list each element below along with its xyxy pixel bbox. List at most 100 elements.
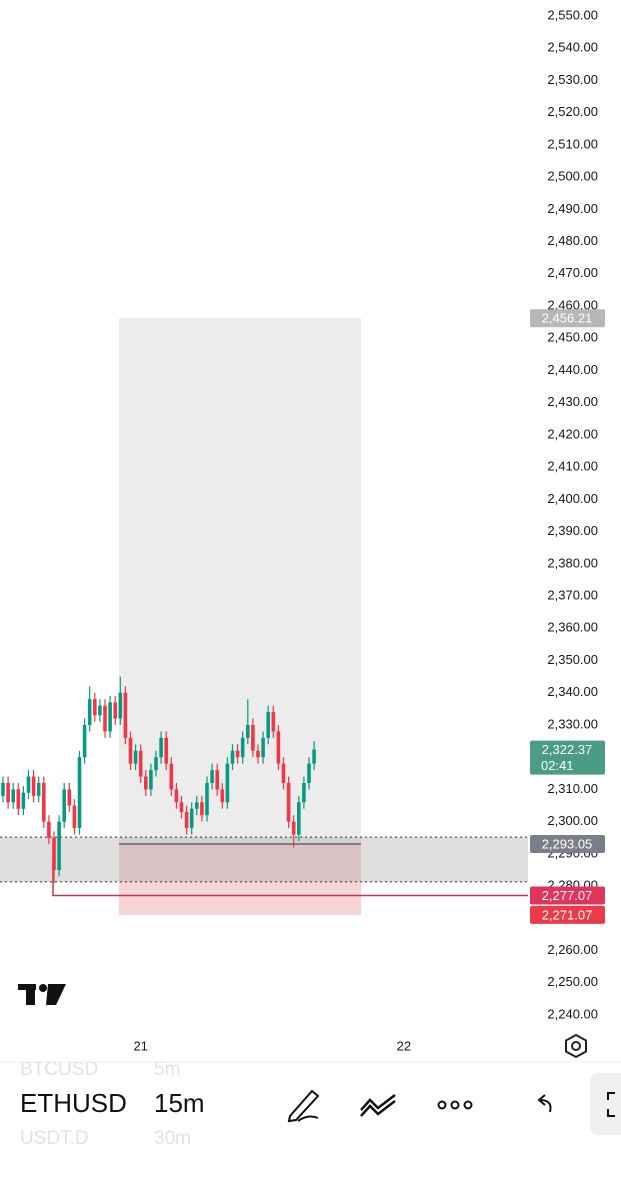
candle-body xyxy=(113,702,117,719)
y-tick-label: 2,260.00 xyxy=(547,942,598,957)
y-tick-label: 2,310.00 xyxy=(547,781,598,796)
candle-body xyxy=(189,808,194,829)
y-tick-label: 2,410.00 xyxy=(547,459,598,474)
candle-body xyxy=(251,724,255,751)
y-tick-label: 2,510.00 xyxy=(547,136,598,151)
price-badge xyxy=(530,740,605,775)
y-tick-label: 2,400.00 xyxy=(547,491,598,506)
candle-body xyxy=(205,782,209,816)
candle-body xyxy=(47,821,51,838)
candle-body xyxy=(77,757,82,829)
candle-body xyxy=(87,699,92,725)
candle-body xyxy=(108,702,112,732)
price-badge xyxy=(530,905,605,924)
x-tick-label: 21 xyxy=(133,1038,147,1053)
candle-body xyxy=(235,750,240,758)
candle-body xyxy=(26,776,31,793)
undo-button[interactable] xyxy=(537,1094,552,1113)
candle-body xyxy=(281,763,286,783)
candle-body xyxy=(184,811,189,829)
candle-body xyxy=(93,699,97,716)
countdown: 02:41 xyxy=(541,758,574,773)
y-tick-label: 2,460.00 xyxy=(547,297,598,312)
interval[interactable]: 15m xyxy=(154,1088,205,1118)
candle-body xyxy=(62,789,66,822)
candle-body xyxy=(128,737,133,764)
candle-body xyxy=(225,763,230,803)
y-tick-label: 2,430.00 xyxy=(547,394,598,409)
y-tick-label: 2,500.00 xyxy=(547,169,598,184)
candle-body xyxy=(21,792,26,809)
y-tick-label: 2,470.00 xyxy=(547,265,598,280)
draw-button[interactable] xyxy=(287,1089,320,1123)
candle-body xyxy=(31,776,36,796)
interval[interactable]: 5m xyxy=(154,1059,180,1080)
y-tick-label: 2,300.00 xyxy=(547,813,598,828)
stop-line xyxy=(52,860,528,897)
candle-body xyxy=(16,789,21,809)
candle-body xyxy=(82,724,87,758)
candle-body xyxy=(307,763,311,783)
candle-body xyxy=(174,789,179,803)
candle-body xyxy=(103,705,107,732)
settings-button[interactable] xyxy=(565,1033,587,1059)
candle-body xyxy=(118,692,123,719)
candle-body xyxy=(286,782,291,822)
y-tick-label: 2,450.00 xyxy=(547,330,598,345)
price-badge xyxy=(530,886,605,905)
candle-body xyxy=(179,802,184,812)
side-icon xyxy=(607,1092,615,1117)
candle-body xyxy=(144,776,148,790)
candle-body xyxy=(210,770,214,783)
line-tools-button[interactable] xyxy=(360,1094,396,1117)
y-tick-label: 2,390.00 xyxy=(547,523,598,538)
symbol[interactable]: ETHUSD xyxy=(20,1088,127,1118)
candle-body xyxy=(159,737,163,758)
candle-body xyxy=(42,782,46,822)
y-tick-label: 2,420.00 xyxy=(547,426,598,441)
more-button[interactable] xyxy=(437,1100,473,1110)
candle-body xyxy=(297,802,301,835)
side-button[interactable] xyxy=(590,1073,621,1135)
candle-body xyxy=(312,749,316,764)
y-tick-label: 2,440.00 xyxy=(547,362,598,377)
candle-body xyxy=(133,750,138,764)
candle-body xyxy=(57,821,61,870)
candle-body xyxy=(261,737,265,758)
price-label: 2,456.21 xyxy=(542,311,593,326)
y-tick-label: 2,250.00 xyxy=(547,974,598,989)
candle-body xyxy=(240,737,245,758)
candle-body xyxy=(230,750,235,764)
candle-body xyxy=(246,724,250,738)
candle-body xyxy=(169,763,174,790)
price-badge xyxy=(530,309,605,328)
symbol[interactable]: BTCUSD xyxy=(20,1059,98,1080)
candle-body xyxy=(271,712,276,732)
y-tick-label: 2,330.00 xyxy=(547,716,598,731)
candle-body xyxy=(52,837,56,870)
y-tick-label: 2,240.00 xyxy=(547,1006,598,1021)
candle-body xyxy=(291,821,296,835)
candle-body xyxy=(164,737,168,764)
candle-body xyxy=(11,789,15,803)
position-stop xyxy=(119,844,361,915)
candle-body xyxy=(123,692,128,738)
y-tick-label: 2,490.00 xyxy=(547,201,598,216)
y-tick-label: 2,340.00 xyxy=(547,684,598,699)
y-tick-label: 2,350.00 xyxy=(547,652,598,667)
candle-body xyxy=(67,789,72,806)
candle-body xyxy=(266,712,270,738)
candle-body xyxy=(302,782,306,803)
y-tick-label: 2,530.00 xyxy=(547,72,598,87)
y-tick-label: 2,380.00 xyxy=(547,555,598,570)
candle-body xyxy=(72,805,77,829)
symbol[interactable]: USDT.D xyxy=(20,1128,89,1149)
y-tick-label: 2,540.00 xyxy=(547,40,598,55)
candle-body xyxy=(149,770,153,790)
y-tick-label: 2,520.00 xyxy=(547,104,598,119)
price-label: 2,293.05 xyxy=(542,836,593,851)
price-label: 2,322.37 xyxy=(542,742,593,757)
interval[interactable]: 30m xyxy=(154,1128,191,1149)
candle-body xyxy=(220,789,225,803)
candle-body xyxy=(215,770,219,790)
